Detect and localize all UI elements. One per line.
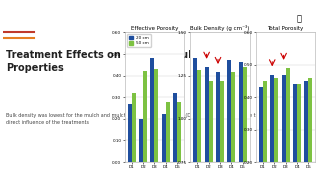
Title: Effective Porosity: Effective Porosity xyxy=(131,26,178,31)
Bar xyxy=(308,78,312,180)
Bar xyxy=(282,75,286,180)
Text: 👤: 👤 xyxy=(297,14,302,23)
Title: Bulk Density (g cm⁻³): Bulk Density (g cm⁻³) xyxy=(190,25,250,31)
Bar xyxy=(243,67,247,180)
Bar xyxy=(155,69,158,162)
Bar xyxy=(128,104,132,162)
Bar xyxy=(259,87,263,180)
Bar xyxy=(166,102,170,162)
Bar xyxy=(193,58,197,180)
Legend: 20 cm, 50 cm: 20 cm, 50 cm xyxy=(127,35,151,47)
Bar xyxy=(297,84,301,180)
Bar xyxy=(139,119,143,162)
Bar xyxy=(197,70,201,180)
Bar xyxy=(293,84,297,180)
Bar xyxy=(204,67,209,180)
Text: Bulk density was lowest for the mulch and mulch + compost treatments (D2 & D3) a: Bulk density was lowest for the mulch an… xyxy=(6,113,261,125)
Bar xyxy=(263,81,267,180)
Text: Treatment Effects on Soil Hydraulic
Properties: Treatment Effects on Soil Hydraulic Prop… xyxy=(6,50,201,73)
Bar xyxy=(286,68,290,180)
Title: Total Porosity: Total Porosity xyxy=(268,26,304,31)
Bar xyxy=(150,58,155,162)
Bar xyxy=(228,60,231,180)
Bar xyxy=(274,78,278,180)
Bar xyxy=(270,75,274,180)
Bar xyxy=(177,102,181,162)
Bar xyxy=(304,81,308,180)
Bar xyxy=(162,114,166,162)
Bar xyxy=(239,62,243,180)
Bar xyxy=(209,81,212,180)
Bar xyxy=(132,93,136,162)
Bar xyxy=(143,71,147,162)
Bar xyxy=(220,81,224,180)
Bar xyxy=(231,72,236,180)
Bar xyxy=(173,93,177,162)
Bar xyxy=(216,72,220,180)
